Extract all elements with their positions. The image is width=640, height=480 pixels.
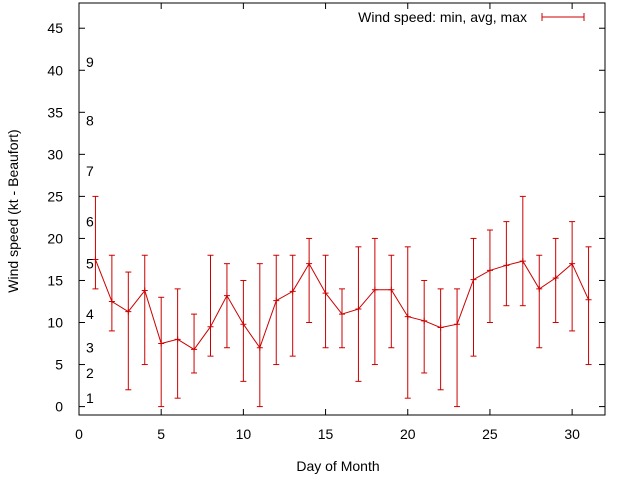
beaufort-label: 7 [86, 163, 94, 179]
average-point [339, 311, 345, 318]
y-tick-label: 0 [55, 399, 63, 415]
beaufort-label: 9 [86, 54, 94, 70]
y-axis-label: Wind speed (kt - Beaufort) [5, 129, 21, 292]
legend-label: Wind speed: min, avg, max [358, 9, 527, 25]
y-tick-label: 10 [47, 315, 63, 331]
x-tick-label: 0 [75, 426, 83, 442]
beaufort-labels: 1 2 3 4 5 6 7 8 9 [86, 54, 94, 406]
beaufort-label: 1 [86, 390, 94, 406]
x-tick-label: 25 [482, 426, 498, 442]
x-tick-label: 15 [318, 426, 334, 442]
beaufort-label: 8 [86, 113, 94, 129]
y-tick-label: 40 [47, 62, 63, 78]
average-point [470, 276, 477, 283]
average-point [585, 296, 592, 303]
average-point [306, 260, 313, 267]
average-point [355, 306, 362, 313]
average-point [273, 297, 280, 304]
average-point [191, 346, 198, 353]
y-tick-label: 45 [47, 20, 63, 36]
beaufort-label: 2 [86, 365, 94, 381]
average-point [519, 258, 526, 265]
average-point [158, 340, 165, 347]
average-line [92, 256, 592, 353]
average-point [454, 321, 461, 328]
x-axis-label: Day of Month [296, 458, 379, 474]
average-point [486, 267, 493, 274]
legend: Wind speed: min, avg, max [358, 9, 585, 25]
x-tick-label: 30 [564, 426, 580, 442]
average-point [536, 285, 543, 292]
beaufort-label: 5 [86, 256, 94, 272]
average-point [289, 288, 296, 295]
x-tick-label: 10 [236, 426, 252, 442]
x-tick-label: 5 [157, 426, 165, 442]
average-point [421, 317, 428, 324]
y-tick-label: 35 [47, 104, 63, 120]
y-tick-label: 30 [47, 146, 63, 162]
average-point [322, 290, 329, 297]
beaufort-label: 3 [86, 340, 94, 356]
x-tick-label: 20 [400, 426, 416, 442]
average-point [388, 286, 395, 293]
average-point [503, 262, 510, 269]
plot-frame [78, 2, 606, 416]
average-point [371, 286, 378, 293]
average-point [92, 256, 99, 263]
average-point [174, 336, 181, 343]
beaufort-label: 4 [86, 306, 94, 322]
y-tick-label: 25 [47, 188, 63, 204]
average-point [108, 298, 115, 305]
error-bars [92, 195, 592, 408]
y-tick-label: 15 [47, 272, 63, 288]
average-point [437, 324, 444, 331]
y-tick-label: 20 [47, 230, 63, 246]
beaufort-label: 6 [86, 214, 94, 230]
average-point [240, 321, 247, 328]
average-point [223, 292, 230, 299]
average-point [552, 274, 559, 281]
average-point [207, 323, 214, 330]
average-point [141, 287, 148, 294]
average-point [569, 260, 576, 267]
average-point [125, 308, 132, 315]
average-point [404, 313, 411, 320]
y-tick-label: 5 [55, 357, 63, 373]
average-point [256, 344, 263, 351]
